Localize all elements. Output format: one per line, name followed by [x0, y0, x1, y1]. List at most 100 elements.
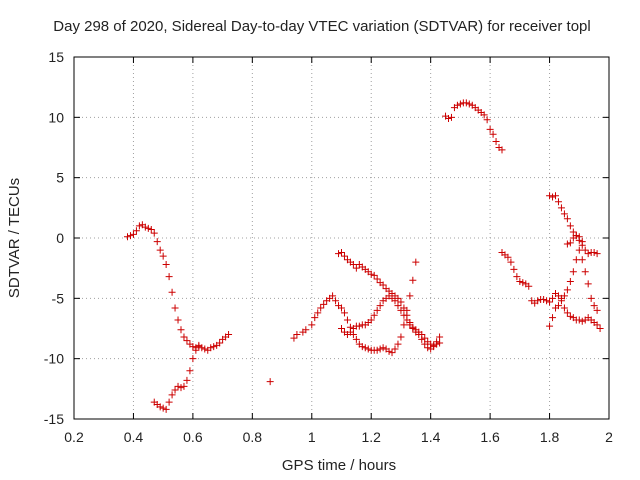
x-tick-label: 1.8 [540, 429, 560, 445]
data-point [406, 318, 414, 326]
data-point [147, 226, 155, 234]
series-arc-c [290, 258, 420, 357]
data-point [162, 261, 170, 269]
data-point [424, 344, 432, 352]
data-point [519, 279, 527, 287]
data-point [370, 271, 378, 279]
data-point [355, 322, 363, 330]
data-point [549, 193, 557, 201]
x-tick-label: 0.8 [243, 429, 263, 445]
data-point [462, 99, 470, 107]
y-axis-title: SDTVAR / TECUs [6, 178, 23, 298]
data-point [159, 252, 167, 260]
data-point [162, 405, 170, 413]
data-point [144, 224, 152, 232]
data-point [346, 328, 354, 336]
data-point [560, 292, 568, 300]
data-point [361, 344, 369, 352]
y-tick-label: 10 [48, 109, 64, 125]
data-point [563, 309, 571, 317]
series-arc-a [124, 221, 233, 354]
x-tick-label: 0.4 [124, 429, 144, 445]
data-point [132, 227, 140, 235]
data-point [549, 294, 557, 302]
data-point [566, 239, 574, 247]
axis-ticks: 0.2 0.4 0.6 0.8 1 1.2 1.4 1.6 1.8 2 -15 -10 -5 0 5 10 15 [44, 49, 613, 445]
plot-frame [73, 56, 610, 420]
data-point [400, 321, 408, 329]
data-point [335, 250, 343, 258]
data-point [492, 137, 500, 145]
data-point [141, 223, 149, 231]
data-point [421, 340, 429, 348]
data-point [578, 238, 586, 246]
data-point [546, 192, 554, 200]
series-arc-e [335, 248, 444, 353]
y-tick-label: 0 [56, 230, 64, 246]
data-point [590, 302, 598, 310]
data-point [578, 256, 586, 264]
data-point [480, 111, 488, 119]
data-point [165, 273, 173, 281]
data-point [593, 321, 601, 329]
data-point [516, 277, 524, 285]
data-point [183, 376, 191, 384]
data-point [549, 314, 557, 322]
data-points [124, 99, 604, 413]
series-arc-j [563, 232, 586, 248]
data-point [373, 306, 381, 314]
data-point [332, 297, 340, 305]
data-point [436, 339, 444, 347]
y-tick-label: 15 [48, 49, 64, 65]
data-point [343, 316, 351, 324]
data-point [483, 116, 491, 124]
data-point [168, 288, 176, 296]
data-point [311, 314, 319, 322]
data-point [124, 233, 131, 241]
data-point [153, 238, 161, 246]
data-point [338, 304, 345, 312]
data-point [391, 345, 399, 353]
data-point [543, 297, 551, 305]
data-point [373, 275, 381, 283]
data-point [498, 146, 506, 154]
data-point [546, 322, 554, 330]
data-point [575, 316, 583, 324]
data-point [340, 252, 348, 260]
x-tick-label: 1.2 [361, 429, 381, 445]
data-point [192, 346, 200, 354]
data-point [317, 304, 325, 312]
data-point [400, 304, 408, 312]
data-point [189, 343, 197, 351]
data-point [584, 250, 592, 258]
data-point [379, 344, 387, 352]
data-point [201, 345, 209, 353]
plot-grid [74, 57, 609, 419]
series-arc-g [498, 248, 604, 332]
data-point [433, 338, 441, 346]
data-point [572, 232, 580, 240]
data-point [376, 302, 384, 310]
data-point [156, 403, 164, 411]
data-point [370, 311, 378, 319]
data-point [421, 334, 429, 342]
x-tick-label: 2 [605, 429, 613, 445]
data-point [557, 204, 565, 212]
data-point [171, 386, 179, 394]
data-point [534, 297, 542, 305]
data-point [554, 302, 562, 310]
data-point [563, 215, 571, 223]
data-point [569, 228, 577, 236]
data-point [596, 325, 604, 332]
x-tick-label: 1.4 [421, 429, 441, 445]
data-point [338, 325, 345, 332]
data-point [569, 268, 577, 276]
data-point [575, 233, 583, 241]
chart-title: Day 298 of 2020, Sidereal Day-to-day VTE… [53, 18, 590, 35]
data-point [489, 130, 497, 138]
data-point [394, 302, 402, 310]
series-arc-i [546, 246, 601, 330]
data-point [563, 240, 571, 248]
data-point [578, 317, 586, 325]
data-point [225, 331, 233, 339]
